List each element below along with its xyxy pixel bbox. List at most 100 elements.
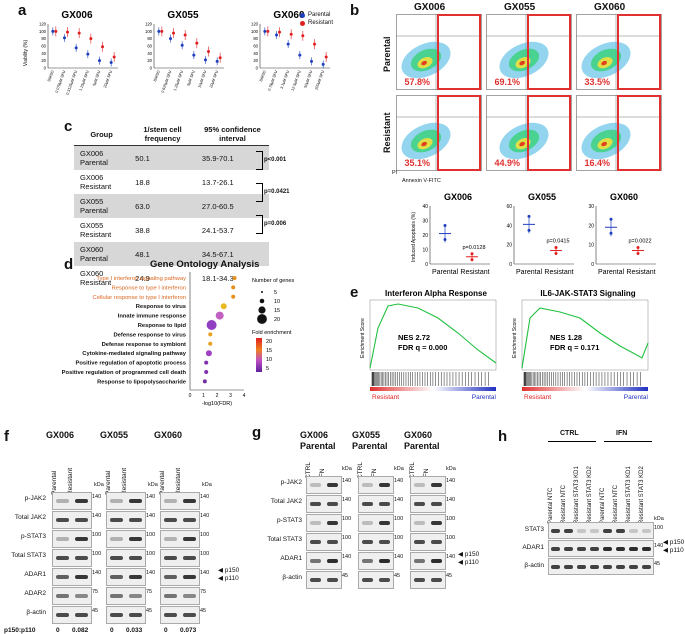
kda-marker: 100 [446, 516, 456, 522]
blot-band [603, 546, 612, 551]
x-tick: 20μM SFU [103, 70, 113, 89]
legend-resistant: Resistant [308, 20, 334, 26]
blot-row-label: β-actin [26, 609, 46, 616]
blot-band [362, 483, 373, 487]
size-legend-value: 20 [274, 317, 280, 323]
go-term-label: Cellular response to type I interferon [93, 295, 186, 301]
go-term-label: Response to virus [136, 304, 186, 310]
blot-strip [106, 606, 146, 624]
flow-plot: 69.1% [486, 14, 572, 90]
go-dot [231, 285, 236, 290]
resistant-point [89, 37, 93, 41]
kda-marker: 140 [92, 570, 102, 576]
blot-strip [306, 571, 342, 589]
blot-row-label: p-JAK2 [24, 495, 46, 502]
apoptosis-percent: 57.8% [404, 77, 430, 87]
blot-band [603, 564, 612, 569]
size-legend-dot [257, 314, 267, 324]
blot-strip [548, 522, 654, 539]
table-cell: 48.1 [135, 249, 150, 259]
go-term-label: Defense response to virus [114, 332, 187, 338]
y-axis-label: Enrichment Score [360, 318, 366, 358]
y-tick: 0 [150, 66, 153, 71]
lane-label: Resistant [67, 467, 74, 495]
arrow-p110: ◀ p110 [458, 559, 479, 566]
kda-marker: 45 [394, 573, 401, 579]
kda-marker: 75 [146, 589, 153, 595]
color-legend-value: 10 [266, 357, 272, 363]
blot-band [56, 537, 69, 541]
blot-strip [106, 568, 146, 586]
blot-band [551, 546, 560, 551]
kda-marker: 45 [200, 608, 207, 614]
blot-band [129, 499, 142, 503]
panel-h-label: h [498, 428, 508, 445]
fdr-value: FDR q = 0.000 [398, 343, 447, 352]
size-legend-value: 10 [274, 299, 280, 305]
kda-marker: 140 [200, 513, 210, 519]
kda-marker: 100 [446, 535, 456, 541]
blot-group-title: GX060 [404, 430, 433, 440]
parental-point [98, 59, 101, 63]
blot-strip [160, 587, 200, 605]
x-label-resistant: Resistant [460, 269, 489, 276]
blot-strip [160, 530, 200, 548]
go-dot [208, 341, 213, 346]
blot-strip [106, 549, 146, 567]
resistant-point [470, 258, 474, 262]
y-tick: 30 [422, 219, 428, 225]
resistant-point [218, 56, 222, 60]
blot-band [414, 559, 425, 563]
size-legend-value: 15 [274, 308, 280, 314]
blot-strip [106, 492, 146, 510]
y-axis-label: Enrichment Score [512, 318, 518, 358]
gsea-plot: Interferon Alpha Response Enrichment Scor… [360, 289, 497, 401]
ratio-value: 0.073 [180, 627, 197, 634]
blot-row-label: β-actin [282, 574, 302, 581]
table-cell: 13.7-26.1 [201, 177, 234, 187]
lane-label: Resistant STAT3 KD2 [639, 466, 645, 524]
blot-band [110, 594, 123, 598]
gsea-title: IL6-JAK-STAT3 Signaling [540, 289, 635, 298]
blot-band [164, 594, 177, 598]
col-header-ci: 95% confidence interval [195, 123, 269, 146]
x-tick: 5μM SFU [186, 70, 195, 87]
blot-strip [52, 606, 92, 624]
kda-marker: 100 [200, 551, 210, 557]
blot-band [603, 528, 612, 533]
kda-marker: 140 [446, 554, 456, 560]
blot-strip [306, 533, 342, 551]
blot-band [183, 537, 196, 541]
blot-band [56, 613, 69, 617]
y-tick: 40 [422, 204, 428, 210]
ratio-label: p150:p110 [4, 627, 36, 634]
blot-band [362, 559, 373, 563]
blot-band [327, 502, 338, 506]
resistant-point [66, 30, 69, 34]
go-term-label: Innate immune response [118, 314, 187, 320]
kda-marker: 140 [394, 497, 404, 503]
blot-band [379, 559, 390, 563]
blot-band [310, 540, 321, 544]
flow-col-title: GX006 [414, 2, 446, 13]
blot-band [564, 528, 573, 533]
blot-group-subtitle: Parental [300, 441, 336, 451]
blot-band [183, 575, 196, 579]
y-tick: 80 [253, 36, 258, 41]
y-tick: 10 [422, 248, 428, 254]
parental-point [215, 59, 219, 63]
size-legend-dot [258, 306, 266, 314]
gate-box [437, 95, 481, 171]
table-cell: 63.0 [135, 201, 150, 211]
blot-band [183, 499, 196, 503]
apoptosis-percent: 16.4% [584, 158, 610, 168]
blot-band [75, 613, 88, 617]
parental-point [527, 214, 531, 218]
gsea-title: Interferon Alpha Response [385, 289, 487, 298]
table-cell: 35.9-70.1 [201, 153, 234, 163]
apoptosis-percent: 33.5% [584, 77, 610, 87]
x-tick: 1 [202, 393, 205, 399]
parental-point [310, 59, 313, 63]
blot-strip [358, 476, 394, 494]
y-tick: 0 [44, 66, 47, 71]
